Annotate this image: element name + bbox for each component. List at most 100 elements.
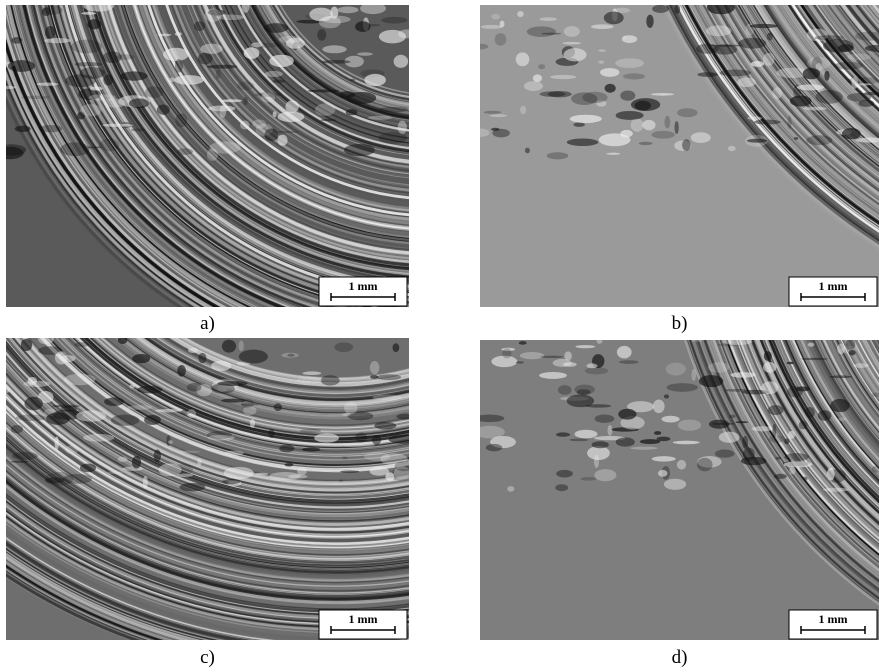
surface-spot bbox=[220, 105, 227, 118]
surface-spot bbox=[60, 142, 89, 156]
surface-spot bbox=[592, 441, 609, 448]
surface-spot bbox=[555, 484, 568, 491]
surface-spot bbox=[131, 128, 145, 131]
surface-spot bbox=[764, 351, 772, 361]
surface-spot bbox=[790, 96, 812, 107]
surface-spot bbox=[23, 381, 50, 387]
surface-spot bbox=[269, 472, 300, 480]
surface-spot bbox=[492, 129, 509, 138]
surface-spot bbox=[604, 11, 624, 24]
surface-spot bbox=[132, 354, 150, 363]
surface-spot bbox=[103, 75, 113, 86]
surface-spot bbox=[321, 375, 340, 385]
surface-spot bbox=[484, 111, 502, 114]
surface-spot bbox=[652, 456, 676, 461]
surface-spot bbox=[719, 69, 751, 76]
surface-spot bbox=[264, 23, 289, 33]
surface-spot bbox=[751, 61, 764, 67]
surface-spot bbox=[502, 348, 511, 358]
surface-spot bbox=[520, 352, 544, 359]
surface-spot bbox=[322, 60, 350, 64]
surface-spot bbox=[556, 470, 573, 478]
surface-spot bbox=[102, 124, 133, 127]
surface-spot bbox=[775, 457, 781, 460]
surface-spot bbox=[44, 38, 70, 43]
surface-spot bbox=[388, 435, 417, 444]
surface-spot bbox=[838, 44, 854, 52]
surface-spot bbox=[806, 135, 832, 145]
surface-spot bbox=[507, 486, 514, 492]
surface-spot bbox=[525, 148, 530, 154]
surface-spot bbox=[79, 67, 105, 79]
surface-spot bbox=[334, 342, 353, 352]
surface-spot bbox=[122, 466, 143, 470]
surface-spot bbox=[569, 439, 588, 442]
surface-spot bbox=[527, 26, 556, 37]
surface-spot bbox=[393, 343, 400, 352]
surface-spot bbox=[129, 384, 135, 388]
surface-spot bbox=[728, 146, 736, 152]
surface-spot bbox=[691, 132, 711, 143]
surface-spot bbox=[243, 97, 247, 106]
surface-spot bbox=[207, 65, 237, 69]
surface-spot bbox=[842, 128, 861, 139]
surface-spot bbox=[175, 32, 182, 36]
surface-spot bbox=[605, 84, 616, 93]
surface-spot bbox=[849, 350, 856, 356]
surface-spot bbox=[698, 72, 718, 77]
surface-spot bbox=[256, 473, 269, 475]
surface-spot bbox=[838, 417, 847, 421]
surface-spot bbox=[577, 389, 591, 395]
surface-spot bbox=[163, 48, 189, 61]
surface-spot bbox=[719, 432, 740, 443]
surface-spot bbox=[750, 24, 778, 28]
surface-spot bbox=[600, 68, 619, 77]
surface-spot bbox=[239, 341, 244, 352]
surface-spot bbox=[471, 128, 489, 137]
surface-spot bbox=[619, 360, 639, 364]
surface-spot bbox=[378, 132, 407, 144]
surface-spot bbox=[706, 25, 732, 36]
surface-spot bbox=[71, 40, 102, 54]
surface-spot bbox=[754, 120, 781, 125]
surface-spot bbox=[598, 49, 606, 51]
surface-spot bbox=[673, 441, 700, 445]
surface-spot bbox=[276, 131, 299, 133]
surface-spot bbox=[80, 463, 96, 472]
surface-spot bbox=[132, 456, 141, 469]
surface-spot bbox=[541, 356, 564, 358]
surface-spot bbox=[224, 467, 254, 479]
surface-spot bbox=[697, 458, 713, 472]
surface-spot bbox=[570, 115, 602, 123]
surface-spot bbox=[699, 375, 723, 387]
surface-spot bbox=[772, 424, 776, 437]
surface-spot bbox=[251, 42, 263, 47]
surface-spot bbox=[639, 142, 653, 145]
surface-spot bbox=[137, 386, 162, 394]
surface-spot bbox=[127, 405, 152, 410]
surface-spot bbox=[83, 434, 114, 442]
surface-spot bbox=[74, 342, 89, 347]
surface-spot bbox=[803, 477, 808, 481]
surface-spot bbox=[540, 91, 566, 97]
surface-spot bbox=[118, 457, 128, 462]
surface-spot bbox=[241, 399, 254, 408]
surface-spot bbox=[273, 111, 277, 117]
surface-spot bbox=[808, 342, 814, 346]
surface-spot bbox=[539, 372, 567, 379]
surface-spot bbox=[674, 4, 680, 14]
surface-spot bbox=[646, 15, 653, 28]
surface-spot bbox=[846, 339, 856, 350]
surface-spot bbox=[321, 119, 337, 121]
surface-spot bbox=[374, 422, 396, 430]
surface-spot bbox=[46, 412, 70, 424]
surface-spot bbox=[297, 467, 307, 475]
surface-spot bbox=[631, 118, 644, 131]
surface-spot bbox=[314, 433, 339, 442]
surface-spot bbox=[658, 470, 667, 477]
surface-spot bbox=[244, 47, 260, 59]
surface-spot bbox=[516, 52, 530, 66]
surface-spot bbox=[22, 96, 51, 99]
surface-spot bbox=[177, 148, 193, 155]
surface-spot bbox=[573, 122, 585, 126]
